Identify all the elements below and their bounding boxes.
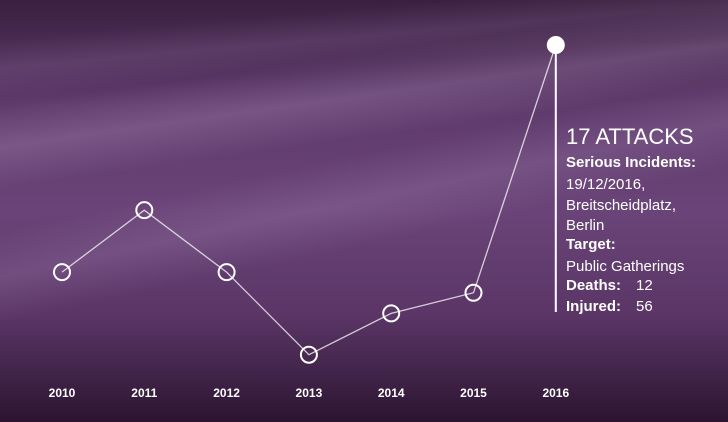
annotation-label: Injured: (566, 298, 621, 315)
data-line (61, 44, 557, 356)
data-point (135, 201, 154, 220)
data-point (546, 36, 565, 54)
data-point (217, 263, 236, 282)
x-tick-label: 2011 (131, 386, 157, 400)
annotation-label: Target: (566, 236, 616, 253)
annotation-value: 12 (636, 277, 653, 294)
x-tick-label: 2012 (213, 386, 240, 400)
annotation-heading: 17 ATTACKS (566, 124, 694, 149)
x-tick-label: 2016 (542, 386, 569, 400)
annotation-value: 56 (636, 298, 653, 315)
x-tick-label: 2010 (49, 386, 76, 400)
annotation-text: Berlin (566, 217, 604, 234)
annotation-text: Public Gatherings (566, 258, 684, 275)
x-tick-label: 2013 (296, 386, 323, 400)
data-point (382, 304, 401, 323)
annotation-label: Deaths: (566, 277, 621, 294)
data-point (299, 345, 318, 364)
data-point (464, 283, 483, 302)
x-tick-label: 2014 (378, 386, 405, 400)
annotation-text: 19/12/2016, (566, 176, 645, 193)
x-tick-label: 2015 (460, 386, 487, 400)
annotation-label: Serious Incidents: (566, 154, 696, 171)
annotation-text: Breitscheidplatz, (566, 197, 676, 214)
data-point (53, 263, 71, 282)
